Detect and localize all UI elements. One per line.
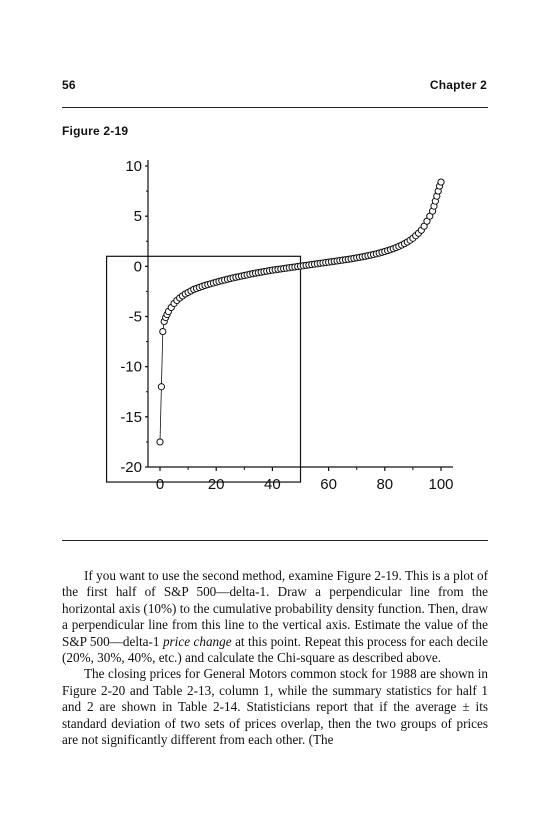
x-tick-label: 0 (156, 476, 164, 493)
y-tick-label: -20 (120, 459, 142, 476)
x-tick-label: 80 (376, 476, 393, 493)
price-change-emphasis: price change (162, 633, 232, 649)
y-tick-label: -15 (120, 409, 142, 426)
data-point (437, 178, 445, 186)
paragraph-1-part-a: If you want to use the second method, ex… (62, 568, 488, 649)
paragraph-1: If you want to use the second method, ex… (62, 568, 488, 666)
body-text: If you want to use the second method, ex… (62, 568, 488, 748)
figure-label: Figure 2-19 (62, 124, 129, 138)
y-tick-label: 0 (134, 258, 142, 275)
paragraph-2: The closing prices for General Motors co… (62, 666, 488, 748)
y-tick-label: -10 (120, 359, 142, 376)
annotation-rectangle (105, 255, 302, 483)
y-tick-label: 5 (134, 208, 142, 225)
x-tick-label: 20 (208, 476, 225, 493)
x-tick-label: 100 (428, 476, 453, 493)
data-point (159, 327, 167, 336)
paragraph-1-part-b: at this point. Repeat this process for e… (62, 633, 488, 666)
figure-2-19-chart: 10 5 0 -5 -10 -15 -20 0 20 40 60 80 100 (105, 158, 454, 493)
header-rule (62, 107, 488, 108)
chapter-label: Chapter 2 (429, 78, 487, 92)
x-tick-label: 40 (264, 476, 281, 493)
y-tick-label: -5 (129, 309, 142, 326)
y-tick-label: 10 (125, 158, 142, 175)
page-number: 56 (62, 78, 76, 92)
data-point (156, 438, 164, 446)
figure-bottom-rule (62, 540, 488, 541)
x-tick-label: 60 (320, 476, 337, 493)
data-point (157, 383, 166, 391)
